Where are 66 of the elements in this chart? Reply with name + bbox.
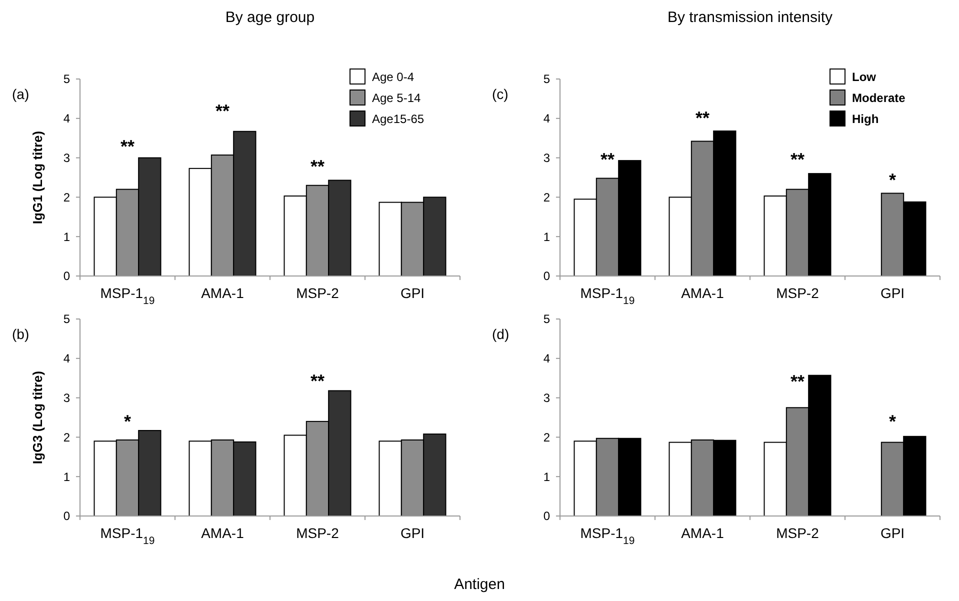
y-tick-label: 1 bbox=[543, 230, 550, 244]
y-tick-label: 2 bbox=[543, 190, 550, 204]
x-tick-label: AMA-1 bbox=[201, 525, 244, 541]
y-tick-label: 0 bbox=[63, 269, 70, 284]
x-tick-label: MSP-2 bbox=[776, 525, 820, 541]
y-tick-label: 3 bbox=[543, 391, 550, 405]
x-tick-label: AMA-1 bbox=[201, 285, 244, 301]
y-tick-label: 2 bbox=[63, 190, 70, 204]
x-tick-label: GPI bbox=[400, 525, 425, 541]
y-tick-label: 3 bbox=[63, 391, 70, 405]
y-axis-title: IgG3 (Log titre) bbox=[30, 370, 45, 464]
x-tick-label: MSP-1$_{19}$ bbox=[100, 525, 155, 547]
y-tick-label: 5 bbox=[543, 72, 550, 86]
chart-title: By transmission intensity bbox=[667, 9, 834, 26]
legend-label: Low bbox=[852, 70, 877, 84]
annotation: ** bbox=[120, 136, 135, 156]
y-tick-label: 4 bbox=[63, 112, 70, 126]
x-tick-label: MSP-2 bbox=[296, 285, 340, 301]
text: (c) bbox=[492, 86, 508, 102]
x-tick-label: MSP-1$_{19}$ bbox=[100, 285, 155, 307]
y-axis-title: IgG1 (Log titre) bbox=[30, 130, 45, 224]
annotation: ** bbox=[215, 101, 230, 122]
x-tick-label: MSP-1$_{19}$ bbox=[580, 285, 635, 307]
annotation: ** bbox=[790, 150, 805, 170]
y-tick-label: 1 bbox=[543, 470, 550, 484]
x-tick-label: GPI bbox=[880, 525, 905, 541]
y-tick-label: 4 bbox=[543, 352, 550, 366]
y-tick-label: 0 bbox=[543, 509, 550, 524]
y-tick-label: 5 bbox=[63, 312, 70, 326]
x-tick-label: AMA-1 bbox=[681, 285, 724, 301]
annotation: ** bbox=[310, 370, 325, 391]
legend-label: Age 5-14 bbox=[372, 91, 422, 105]
legend-label: High bbox=[852, 112, 879, 126]
chart-title: By age group bbox=[225, 9, 315, 26]
y-tick-label: 0 bbox=[543, 269, 550, 284]
annotation: ** bbox=[600, 150, 615, 170]
y-tick-label: 2 bbox=[543, 430, 550, 444]
text: (b) bbox=[12, 326, 30, 342]
x-tick-label: MSP-2 bbox=[296, 525, 340, 541]
legend-label: Moderate bbox=[852, 91, 906, 105]
annotation: * bbox=[888, 411, 896, 432]
y-tick-label: 5 bbox=[63, 72, 70, 86]
annotation: * bbox=[124, 411, 132, 432]
annotation: ** bbox=[310, 156, 325, 176]
y-tick-label: 4 bbox=[63, 352, 70, 366]
annotation: ** bbox=[790, 372, 805, 392]
y-tick-label: 0 bbox=[63, 509, 70, 524]
annotation: ** bbox=[695, 108, 710, 128]
y-tick-label: 5 bbox=[543, 312, 550, 326]
x-axis-title: Antigen bbox=[454, 576, 505, 593]
legend-label: Age15-65 bbox=[372, 112, 424, 126]
legend-label: Age 0-4 bbox=[372, 70, 414, 84]
x-tick-label: GPI bbox=[880, 285, 905, 301]
y-tick-label: 4 bbox=[543, 112, 550, 126]
y-tick-label: 3 bbox=[63, 151, 70, 165]
text: (d) bbox=[492, 326, 510, 342]
x-tick-label: MSP-2 bbox=[776, 285, 820, 301]
annotation: * bbox=[888, 170, 896, 190]
y-tick-label: 1 bbox=[63, 230, 70, 244]
y-tick-label: 3 bbox=[543, 151, 550, 165]
x-tick-label: MSP-1$_{19}$ bbox=[580, 525, 635, 547]
y-tick-label: 2 bbox=[63, 430, 70, 444]
x-tick-label: AMA-1 bbox=[681, 525, 724, 541]
text: (a) bbox=[12, 86, 30, 102]
y-tick-label: 1 bbox=[63, 470, 70, 484]
x-tick-label: GPI bbox=[400, 285, 425, 301]
